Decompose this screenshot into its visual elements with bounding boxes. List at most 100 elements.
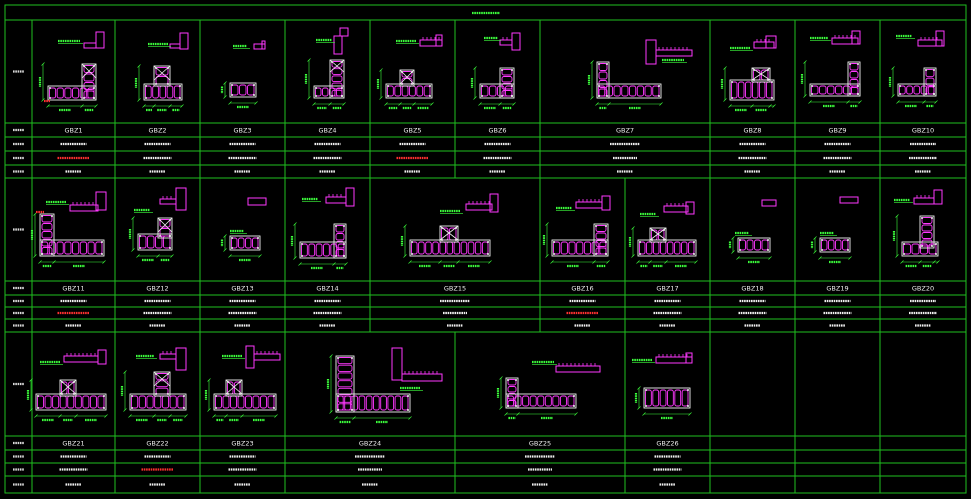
rebar-dot [429,85,431,87]
stirrup-loop [337,395,344,411]
stirrup-loop [82,395,90,409]
section-outline [143,83,183,101]
stirrup-loop [613,85,621,97]
detail-bar [401,373,443,382]
dimension-tick [104,414,108,418]
stirrup-loop [159,228,171,237]
rebar-dot [231,94,233,96]
stirrup-loop [595,240,607,247]
stirrup-loop [674,389,682,407]
dimension-tick [52,260,56,264]
rebar-dot [501,69,503,71]
dimension-tick [223,95,227,99]
detail-flange [685,352,693,364]
dimension-tick [329,354,333,358]
stirrup-loop [155,380,169,388]
dimension-tick [33,254,37,258]
section-outline [409,239,491,257]
rebar-dot [821,239,823,241]
stirrup-loop [731,81,738,99]
stirrup-loop [335,249,345,257]
column-id-label: GBZ24 [359,439,381,447]
dimension-tick [607,102,611,106]
detail-flange [851,30,861,45]
stirrup-loop [358,395,366,411]
rebar-dot [487,241,489,243]
rebar-dot [335,255,337,257]
stirrup-loop [819,85,827,95]
dimension-tick [846,100,850,104]
sheet-border [4,4,967,494]
stirrup-loop [373,395,380,411]
rebar-dot [847,249,849,251]
stirrup-loop [828,239,835,251]
detail-flange [179,32,189,50]
stirrup-loop [166,85,174,99]
dimension-tick [896,100,900,104]
stirrup-loop [64,241,72,255]
section-outline [157,217,173,239]
dimension-tick [723,98,727,102]
section-gbz9 [800,30,862,108]
detail-flange [333,35,343,55]
stirrup-loop [335,225,345,233]
dimension-tick [403,224,407,228]
section-outline [551,239,609,257]
stirrup-loop [501,69,513,76]
rebar-dot [341,87,343,89]
section-gbz3 [220,40,266,109]
dimension-tick [731,236,735,240]
dimension-tick [408,416,412,420]
rebar-dot [511,85,513,87]
rebar-dot [857,85,859,87]
stirrup-loop [322,87,329,97]
rebar-dot [598,95,600,97]
rebar-dot [167,393,169,395]
dimension-tick [642,412,646,416]
column-id-label: GBZ11 [62,284,84,292]
section-gbz13 [220,197,267,262]
dimension-tick [900,260,904,264]
dimension-tick [379,68,383,72]
stirrup-loop [667,241,674,255]
dimension-tick [94,104,98,108]
stirrup-loop [79,241,87,255]
stirrup-loop [163,235,171,249]
section-outline [737,237,771,253]
rebar-dot [553,253,555,255]
column-id-label: GBZ25 [529,439,551,447]
section-figures [26,27,945,424]
detail-bar [465,203,493,211]
detail-flange [489,193,499,213]
dimension-tick [293,256,297,260]
stirrup-loop [335,241,345,249]
rebar-dot [301,255,303,257]
stirrup-loop [576,241,584,255]
section-gbz18 [728,199,777,264]
stirrup-loop [64,87,72,99]
rebar-dot [41,241,43,243]
dimension-tick [342,102,346,106]
stirrup-loop [344,395,351,411]
stirrup-loop [899,85,906,95]
section-gbz23 [204,345,281,422]
detail-bar [753,41,775,49]
rebar-dot [101,253,103,255]
dimension-tick [38,260,42,264]
stirrup-loop [245,395,252,409]
column-id-label: GBZ17 [656,284,678,292]
section-gbz7 [587,39,693,110]
stirrup-loop [921,239,933,247]
column-id-label: GBZ8 [743,126,761,134]
dimension-tick [813,250,817,254]
rebar-dot [921,245,923,247]
stirrup-loop [621,85,629,97]
dimension-tick [648,260,652,264]
dimension-tick [74,414,78,418]
dimension-tick [473,66,477,70]
dimension-tick [168,414,172,418]
stirrup-loop [215,395,222,409]
column-id-label: GBZ14 [316,284,338,292]
stirrup-loop [231,237,238,249]
rebar-dot [51,253,53,255]
